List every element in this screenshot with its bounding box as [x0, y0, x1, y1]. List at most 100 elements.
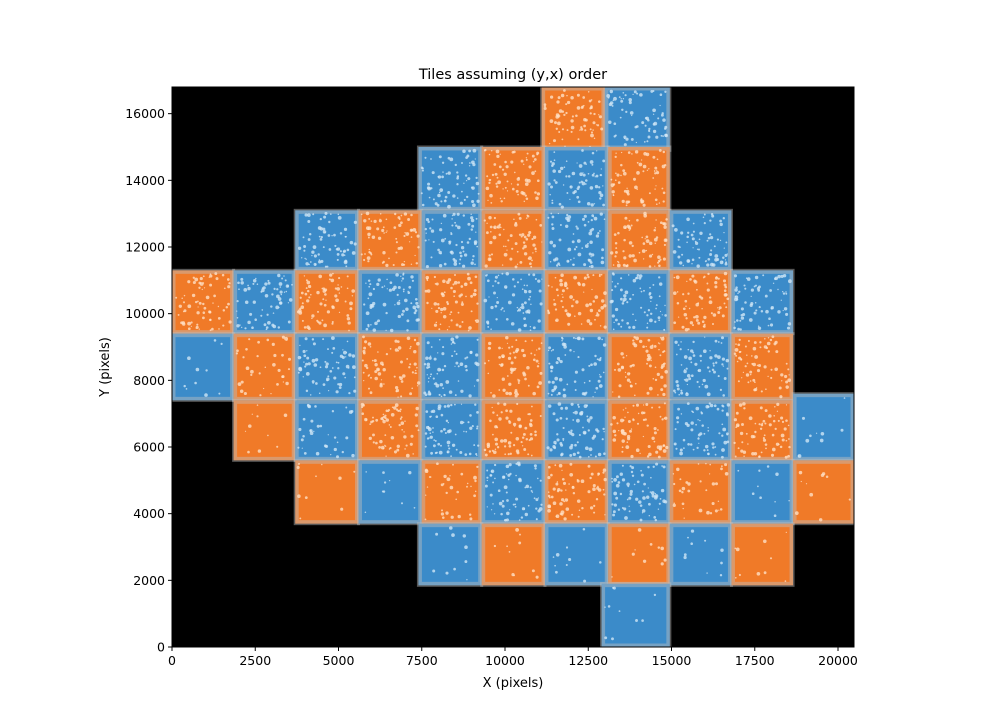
speckle [349, 301, 353, 306]
speckle [659, 343, 661, 345]
speckle [619, 472, 623, 476]
speckle [551, 201, 554, 205]
speckle [680, 341, 682, 343]
speckle [402, 309, 405, 313]
speckle [379, 384, 383, 388]
x-tick-label: 7500 [406, 653, 438, 668]
speckle [638, 162, 643, 167]
speckle [700, 411, 703, 413]
speckle [662, 336, 665, 339]
speckle [307, 213, 311, 217]
speckle [467, 177, 471, 181]
speckle [467, 222, 471, 226]
speckle [446, 301, 449, 304]
speckle [455, 361, 459, 365]
speckle [739, 431, 744, 436]
speckle [209, 329, 212, 332]
speckle [554, 276, 557, 279]
speckle [593, 362, 598, 366]
speckle [195, 367, 200, 372]
speckle [569, 431, 573, 435]
speckle [719, 388, 723, 392]
speckle [662, 392, 666, 397]
speckle [398, 218, 401, 220]
speckle [692, 324, 694, 327]
speckle [453, 280, 458, 285]
speckle [496, 446, 500, 449]
speckle [572, 419, 575, 421]
speckle [648, 386, 653, 391]
speckle [507, 356, 512, 361]
speckle [497, 402, 500, 405]
speckle [785, 419, 788, 422]
speckle [277, 368, 281, 372]
speckle [385, 263, 389, 268]
speckle [587, 429, 590, 432]
speckle [197, 306, 199, 308]
speckle [643, 152, 647, 156]
speckle [588, 380, 591, 382]
speckle [410, 229, 413, 232]
speckle [623, 137, 626, 140]
speckle [489, 493, 493, 497]
speckle [660, 388, 664, 392]
speckle [629, 429, 632, 433]
speckle [686, 217, 690, 222]
speckle [299, 356, 302, 359]
tile-fill [358, 460, 422, 524]
speckle [281, 335, 285, 339]
speckle [425, 356, 429, 360]
speckle [599, 212, 603, 216]
speckle [526, 152, 529, 155]
speckle [648, 168, 650, 170]
speckle [328, 220, 331, 224]
speckle [543, 103, 547, 106]
speckle [276, 383, 279, 386]
speckle [303, 249, 306, 252]
speckle [214, 272, 218, 276]
speckle [573, 257, 575, 259]
speckle [717, 500, 720, 503]
speckle [415, 424, 419, 428]
speckle [522, 432, 526, 436]
speckle [437, 248, 440, 252]
speckle [384, 414, 387, 417]
speckle [442, 307, 447, 311]
speckle [716, 407, 720, 411]
speckle [707, 453, 710, 456]
speckle [590, 133, 594, 138]
speckle [473, 494, 476, 498]
speckle [751, 355, 753, 357]
speckle [537, 319, 541, 323]
speckle [634, 319, 637, 321]
speckle [652, 377, 655, 380]
speckle [382, 260, 385, 264]
speckle [723, 302, 726, 305]
speckle [565, 160, 568, 162]
tile-fill [669, 270, 732, 334]
speckle [630, 428, 633, 430]
speckle [567, 322, 571, 326]
speckle [365, 282, 367, 284]
speckle [570, 130, 573, 133]
speckle [501, 500, 505, 503]
speckle [676, 301, 680, 305]
speckle [518, 216, 522, 220]
speckle [433, 275, 437, 279]
speckle [782, 274, 787, 278]
speckle [687, 259, 690, 263]
speckle [639, 518, 643, 522]
speckle [305, 262, 309, 266]
tile [480, 145, 547, 212]
speckle [737, 380, 740, 383]
speckle [306, 299, 310, 303]
speckle [270, 305, 273, 308]
tile-seam [293, 208, 360, 272]
speckle [461, 321, 464, 323]
speckle [630, 454, 634, 459]
speckle [539, 415, 542, 417]
speckle [503, 228, 505, 231]
speckle [228, 282, 231, 285]
tile-seam [293, 458, 360, 526]
speckle [584, 446, 589, 451]
